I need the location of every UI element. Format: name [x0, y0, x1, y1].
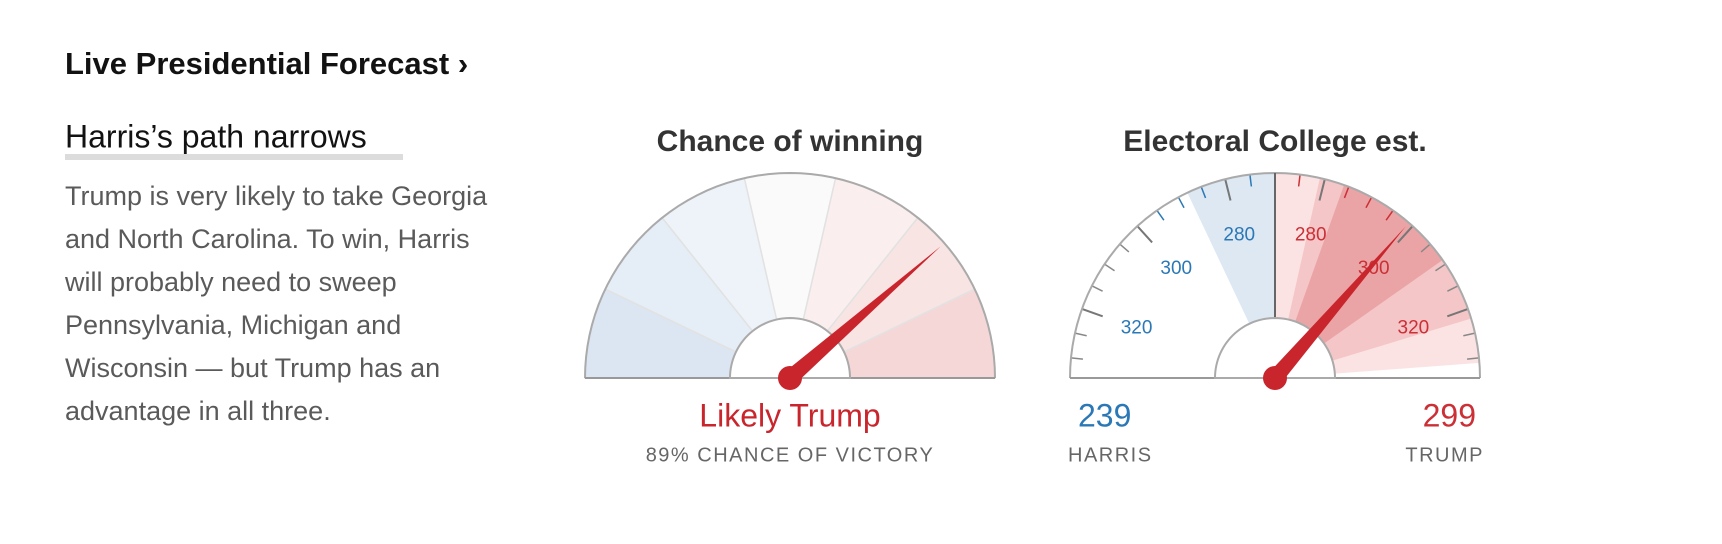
needle-hub — [1263, 366, 1287, 390]
minor-tick — [1420, 243, 1431, 253]
harris-votes: 239 — [1078, 397, 1131, 433]
minor-tick — [1297, 174, 1301, 187]
uncertainty-band — [1187, 173, 1275, 324]
story-line: Trump is very likely to take Georgia — [65, 181, 488, 211]
minor-tick — [1200, 186, 1207, 199]
uncertainty-band — [1295, 184, 1443, 344]
minor-tick — [1070, 357, 1084, 360]
caption: 89% CHANCE OF VICTORY — [646, 444, 935, 466]
story-line: advantage in all three. — [65, 396, 331, 426]
major-tick — [1397, 225, 1414, 244]
story-body: Trump is very likely to take Georgia and … — [64, 181, 488, 426]
headline-underline — [65, 154, 403, 160]
tick-label: 300 — [1160, 258, 1192, 279]
major-tick — [1318, 178, 1326, 201]
minor-tick — [1104, 263, 1115, 272]
gauge-hub — [1213, 316, 1337, 379]
gauge-hub — [728, 316, 852, 379]
story-line: Wisconsin — but Trump has an — [65, 353, 440, 383]
minor-tick — [1249, 174, 1253, 187]
tick-label: 320 — [1121, 317, 1153, 338]
headline[interactable]: Harris’s path narrows — [65, 118, 367, 154]
tick-label: 280 — [1295, 224, 1327, 245]
minor-tick — [1119, 243, 1130, 253]
gauge-title: Chance of winning — [657, 125, 924, 158]
harris-name: HARRIS — [1068, 444, 1153, 466]
minor-tick — [1091, 285, 1103, 292]
minor-tick — [1435, 263, 1446, 272]
trump-name: TRUMP — [1405, 444, 1484, 466]
tick-label: 280 — [1223, 224, 1255, 245]
chance-gauge: Chance of winning Likely Trump 89% CHANCE … — [584, 125, 996, 466]
trump-votes: 299 — [1423, 397, 1476, 433]
gauge-title: Electoral College est. — [1123, 125, 1426, 158]
minor-tick — [1385, 209, 1394, 221]
story-line: and North Carolina. To win, Harris — [65, 224, 470, 254]
needle — [1268, 226, 1406, 384]
major-tick — [1136, 225, 1153, 244]
gauge-rim — [584, 171, 996, 379]
minor-tick — [1447, 285, 1459, 292]
story-line: will probably need to sweep — [64, 267, 397, 297]
major-tick — [1446, 307, 1469, 318]
minor-tick — [1074, 332, 1087, 337]
minor-tick — [1365, 196, 1373, 209]
needle-hub — [778, 366, 802, 390]
major-tick — [1224, 178, 1232, 201]
section-title[interactable]: Live Presidential Forecast › — [65, 46, 468, 81]
minor-tick — [1463, 332, 1476, 337]
tick-label: 320 — [1398, 317, 1430, 338]
major-tick — [1081, 307, 1104, 318]
minor-tick — [1343, 186, 1350, 199]
verdict: Likely Trump — [699, 397, 880, 433]
minor-tick — [1466, 357, 1480, 360]
minor-tick — [1177, 196, 1185, 209]
story-line: Pennsylvania, Michigan and — [65, 310, 401, 340]
minor-tick — [1156, 209, 1165, 221]
needle — [784, 246, 941, 385]
